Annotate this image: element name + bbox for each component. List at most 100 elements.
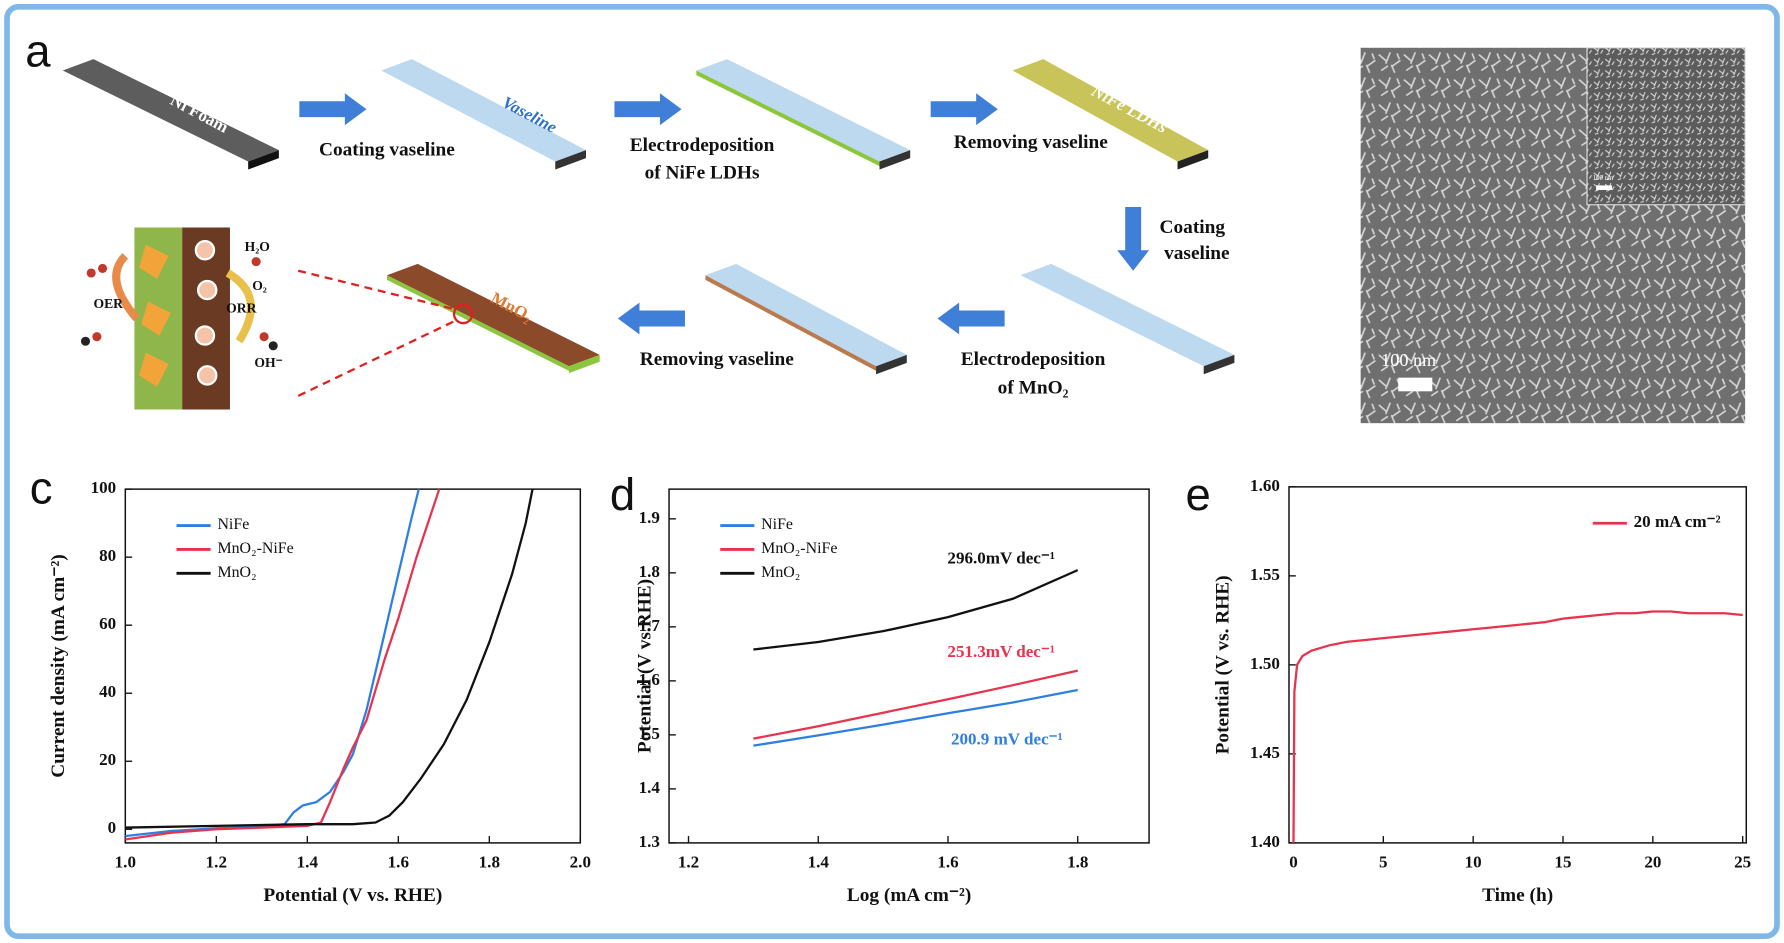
- series-line: [753, 569, 1079, 651]
- x-tick-label: 0: [1289, 852, 1298, 871]
- x-tick-label: 1.4: [808, 852, 830, 871]
- panel-label: e: [1185, 469, 1210, 520]
- step-label: Electrodeposition: [630, 135, 775, 156]
- legend-label: MnO₂-NiFe: [761, 540, 837, 557]
- y-tick-label: 40: [99, 682, 116, 701]
- plot-frame: [668, 488, 1150, 844]
- y-axis-label: Current density (mA cm⁻²): [48, 554, 69, 777]
- plot-frame: [124, 488, 582, 844]
- arrow: [614, 93, 682, 126]
- mechanism-label: OH⁻: [254, 355, 282, 370]
- annotation: 251.3mV dec⁻¹: [947, 642, 1055, 661]
- x-tick-label: 20: [1644, 852, 1661, 871]
- arrow: [299, 93, 367, 126]
- x-axis-label: Time (h): [1482, 885, 1553, 906]
- y-tick-label: 1.9: [639, 508, 660, 527]
- frame: [4, 3, 1780, 940]
- arrow: [1117, 207, 1150, 271]
- mechanism-label: O₂: [252, 278, 267, 293]
- step-label: Electrodeposition: [961, 349, 1106, 370]
- x-tick-label: 1.4: [297, 852, 319, 871]
- mechanism-label: H₂O: [245, 239, 270, 254]
- x-tick-label: 1.6: [388, 852, 410, 871]
- step-label: Coating vaseline: [319, 140, 455, 161]
- annotation: 296.0mV dec⁻¹: [947, 549, 1055, 568]
- mechanism-label: ORR: [226, 301, 256, 316]
- legend-label: NiFe: [217, 516, 249, 533]
- series-line: [1292, 610, 1743, 843]
- y-tick-label: 1.55: [1250, 565, 1280, 584]
- step-label: of NiFe LDHs: [645, 162, 760, 183]
- x-tick-label: 1.8: [479, 852, 500, 871]
- x-tick-label: 1.2: [678, 852, 699, 871]
- scale-bar: [1398, 377, 1433, 392]
- scale-label: 100 nm: [1381, 350, 1436, 370]
- step-label: of MnO₂: [998, 377, 1069, 398]
- x-axis-label: Log (mA cm⁻²): [847, 885, 971, 906]
- y-axis-label: Potential (V vs.RHE): [635, 579, 656, 753]
- strip: [62, 59, 279, 170]
- mechanism-illustration: [80, 227, 278, 410]
- y-tick-label: 1.40: [1250, 832, 1280, 851]
- y-axis-label: Potential (V vs. RHE): [1213, 575, 1234, 754]
- scale-bar: [1596, 185, 1613, 190]
- arrow: [930, 93, 998, 126]
- panel-label: d: [610, 469, 635, 520]
- y-tick-label: 1.7: [639, 616, 661, 635]
- zoom-line: [297, 269, 456, 397]
- annotation: 200.9 mV dec⁻¹: [951, 729, 1063, 748]
- x-axis-label: Potential (V vs. RHE): [263, 885, 442, 906]
- legend-label: 20 mA cm⁻²: [1634, 512, 1721, 531]
- y-tick-label: 60: [99, 614, 116, 633]
- series-line: [125, 488, 441, 841]
- panel-label: c: [30, 462, 53, 513]
- y-tick-label: 20: [99, 750, 116, 769]
- step-label: Removing vaseline: [954, 132, 1108, 153]
- strip: [705, 263, 907, 375]
- y-tick-label: 80: [99, 546, 116, 565]
- y-tick-label: 1.4: [639, 778, 661, 797]
- series-line: [753, 669, 1078, 740]
- strip: [696, 59, 911, 170]
- x-tick-label: 1.8: [1067, 852, 1088, 871]
- x-tick-label: 5: [1379, 852, 1388, 871]
- step-label: Coating: [1160, 217, 1226, 238]
- x-tick-label: 10: [1465, 852, 1482, 871]
- y-tick-label: 1.3: [639, 832, 660, 851]
- legend-label: MnO₂-NiFe: [217, 540, 293, 557]
- series-line: [125, 488, 534, 829]
- plot-frame: [1288, 486, 1748, 844]
- y-tick-label: 1.60: [1250, 476, 1280, 495]
- series-line: [753, 688, 1078, 747]
- arrow: [617, 302, 685, 335]
- mechanism-label: OER: [93, 296, 123, 311]
- y-tick-label: 1.5: [639, 724, 660, 743]
- y-tick-label: 100: [91, 478, 117, 497]
- arrow: [937, 302, 1005, 335]
- x-tick-label: 15: [1554, 852, 1571, 871]
- legend-label: MnO₂: [217, 564, 256, 581]
- strip: [386, 263, 600, 374]
- x-tick-label: 2.0: [570, 852, 591, 871]
- step-label: vaseline: [1164, 243, 1230, 264]
- sem-inset: [1586, 47, 1746, 206]
- x-tick-label: 1.0: [115, 852, 136, 871]
- x-tick-label: 1.6: [937, 852, 959, 871]
- x-tick-label: 25: [1734, 852, 1751, 871]
- y-tick-label: 1.50: [1250, 654, 1280, 673]
- strip: [1020, 263, 1235, 375]
- y-tick-label: 1.6: [639, 670, 661, 689]
- x-tick-label: 1.2: [206, 852, 227, 871]
- inset-scale-label: 100 nm: [1593, 175, 1614, 182]
- legend-label: NiFe: [761, 516, 793, 533]
- panel-label: a: [25, 26, 51, 77]
- y-tick-label: 1.45: [1250, 743, 1280, 762]
- step-label: Removing vaseline: [640, 349, 794, 370]
- y-tick-label: 1.8: [639, 562, 660, 581]
- highlight: [452, 303, 474, 325]
- y-tick-label: 0: [108, 818, 117, 837]
- strip: [381, 59, 587, 170]
- strip: [1012, 59, 1209, 170]
